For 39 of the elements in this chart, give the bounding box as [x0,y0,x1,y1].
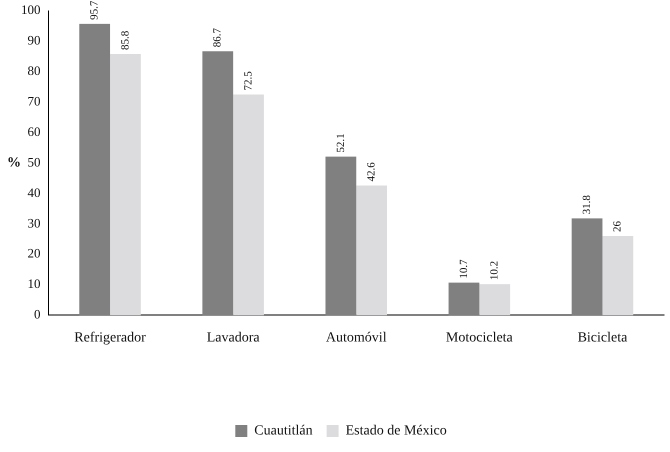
x-tick-label: Automóvil [326,330,387,346]
x-tick-label: Bicicleta [578,330,628,346]
y-tick-label: 100 [21,2,40,18]
y-tick-label: 0 [34,306,40,322]
data-label: 10.7 [458,258,470,279]
bar [356,186,388,316]
bar [325,156,356,316]
data-label: 26 [612,220,624,232]
bar [79,24,110,316]
legend-label: Estado de México [346,424,447,439]
data-label: 72.5 [242,70,254,91]
y-tick-label: 70 [28,94,40,109]
bar [479,284,510,316]
x-tick-label: Lavadora [206,330,260,346]
y-tick-label: 20 [28,246,40,261]
data-label: 52.1 [334,133,347,153]
y-tick-label: 60 [28,124,40,139]
data-label: 42.6 [366,162,378,182]
bar [572,218,602,316]
data-label: 85.8 [119,30,132,50]
y-axis-title: % [7,156,21,171]
bar [448,282,480,316]
x-tick-label: Refrigerador [74,330,146,346]
y-tick-label: 10 [28,276,40,292]
x-tick-label: Motocicleta [446,330,514,346]
y-tick-label: 50 [28,154,40,170]
bar [233,94,264,316]
bar [110,54,141,316]
y-tick-label: 40 [28,184,40,200]
data-label: 10.2 [488,260,501,280]
legend-label: Cuautitlán [254,424,313,439]
data-label: 31.8 [580,194,593,214]
bar [602,236,634,316]
data-label: 86.7 [212,28,224,48]
bar [202,51,234,316]
y-tick-label: 30 [28,215,40,230]
data-label: 95.7 [88,0,101,20]
y-tick-label: 80 [28,63,40,78]
y-tick-label: 90 [28,32,40,48]
